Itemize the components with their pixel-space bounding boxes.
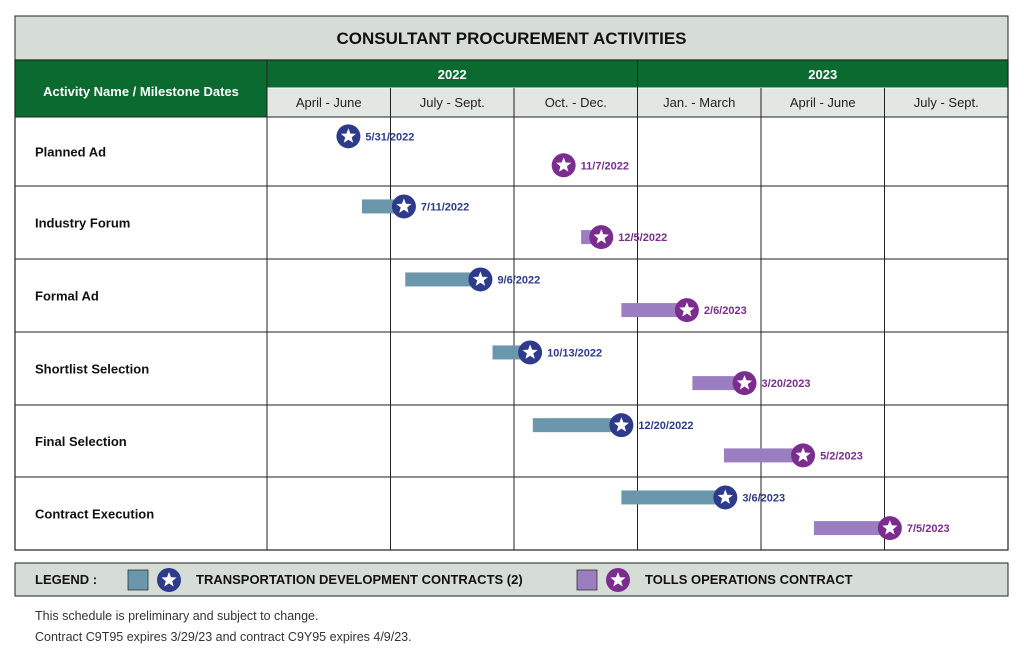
note-contract-expiry: Contract C9T95 expires 3/29/23 and contr… [35,630,412,644]
milestone-tdc-star-icon [396,198,412,213]
milestone-toc-star-icon [556,157,572,172]
milestone-date-label: 11/7/2022 [581,160,629,172]
title-band [14,15,1009,61]
milestone-date-label: 3/6/2023 [742,492,785,504]
milestone-date-label: 2/6/2023 [704,305,747,317]
year-label-2022: 2022 [438,67,467,82]
milestone-date-label: 12/20/2022 [638,420,693,432]
milestone-date-label: 3/20/2023 [762,378,811,390]
quarter-cell [761,88,885,117]
milestone-date-label: 9/6/2022 [497,274,540,286]
milestone-date-label: 5/31/2022 [365,131,414,143]
quarter-label: April - June [296,95,362,110]
legend-marker-toc-star-icon [610,572,626,587]
milestone-date-label: 7/5/2023 [907,523,950,535]
activity-label: Planned Ad [35,145,106,160]
milestone-tdc-star-icon [613,417,629,432]
quarter-label: July - Sept. [914,95,979,110]
bar-tdc [405,272,481,287]
quarter-cell [884,88,1008,117]
milestone-tdc-star-icon [522,344,538,359]
legend-label-tdc: TRANSPORTATION DEVELOPMENT CONTRACTS (2) [196,572,523,587]
activity-label: Final Selection [35,434,127,449]
quarter-cell [637,88,761,117]
bar-toc [692,376,745,391]
legend-marker-tdc-star-icon [161,572,177,587]
bar-tdc [532,418,622,433]
legend-label-toc: TOLLS OPERATIONS CONTRACT [645,572,853,587]
bar-toc [813,521,890,536]
milestone-toc-star-icon [593,229,609,244]
milestone-date-label: 12/5/2022 [618,232,667,244]
milestone-toc-star-icon [882,520,898,535]
activity-label: Industry Forum [35,216,130,231]
bar-toc [621,303,687,318]
activity-label: Shortlist Selection [35,362,149,377]
quarter-label: July - Sept. [420,95,485,110]
quarter-cell [514,88,638,117]
chart-frame [14,59,1009,551]
activity-label: Contract Execution [35,507,154,522]
legend-swatch-toc [576,569,598,591]
legend-swatch-tdc [127,569,149,591]
milestone-date-label: 10/13/2022 [547,347,602,359]
row-header-cell [15,60,267,117]
milestone-toc-star-icon [736,375,753,390]
milestone-toc-star-icon [679,302,695,317]
year-cell-2023 [637,60,1008,88]
quarter-cell [267,88,391,117]
milestone-tdc-star-icon [340,128,356,143]
milestone-tdc-star-icon [472,271,488,286]
quarter-cell [390,88,514,117]
note-preliminary: This schedule is preliminary and subject… [35,609,319,623]
year-cell-2022 [267,60,638,88]
quarter-label: Oct. - Dec. [545,95,607,110]
milestone-tdc-star-icon [717,489,733,504]
bar-toc [723,448,804,463]
milestone-toc-star-icon [795,447,811,462]
chart-title: CONSULTANT PROCUREMENT ACTIVITIES [336,29,686,48]
legend-title: LEGEND : [35,572,97,587]
bar-tdc [621,490,726,505]
year-label-2023: 2023 [808,67,837,82]
row-header-label: Activity Name / Milestone Dates [43,84,239,99]
quarter-label: Jan. - March [663,95,735,110]
milestone-date-label: 5/2/2023 [820,450,863,462]
quarter-label: April - June [790,95,856,110]
activity-label: Formal Ad [35,289,99,304]
milestone-date-label: 7/11/2022 [421,201,469,213]
